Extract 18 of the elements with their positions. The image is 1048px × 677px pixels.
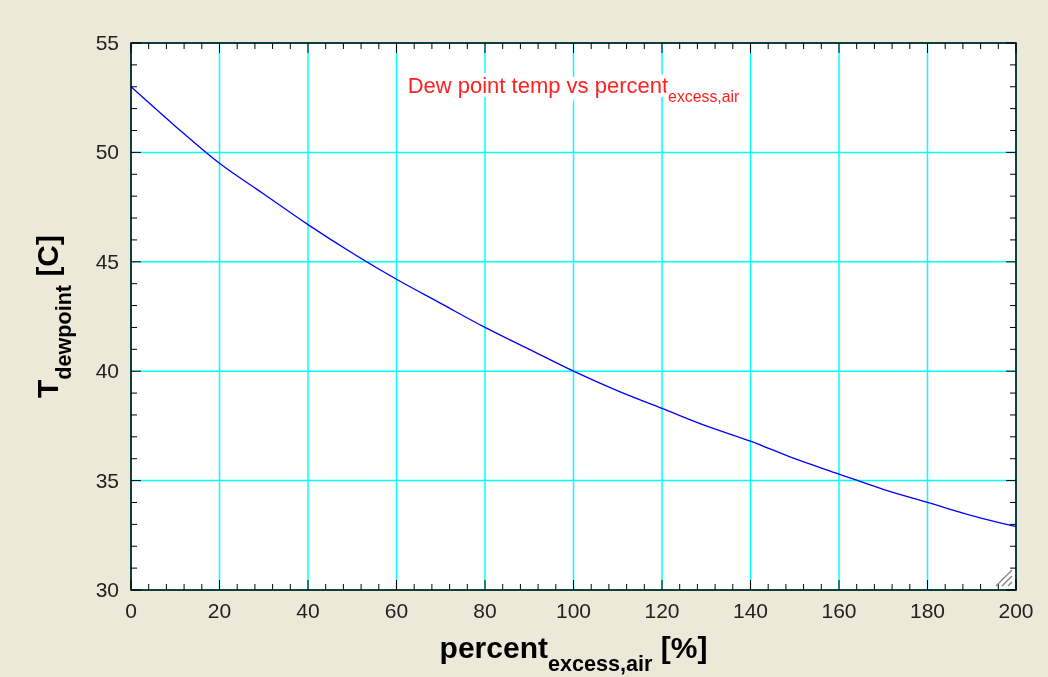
x-tick-label: 100 — [555, 599, 592, 622]
x-tick-label: 60 — [384, 599, 409, 622]
x-tick-label: 180 — [909, 599, 946, 622]
x-tick-label: 40 — [296, 599, 320, 622]
x-tick-label: 140 — [732, 599, 769, 622]
x-axis-title: percent$_{excess,air}$ [%] — [439, 631, 708, 676]
y-tick-label: 50 — [95, 140, 119, 164]
y-tick-label: 40 — [95, 359, 119, 383]
x-tick-label: 160 — [821, 599, 857, 622]
y-tick-label: 45 — [95, 249, 119, 273]
y-tick-label: 55 — [95, 31, 119, 54]
x-tick-label: 200 — [998, 599, 1034, 622]
y-tick-label: 35 — [95, 468, 119, 492]
x-tick-label: 20 — [207, 599, 232, 622]
x-tick-label: 80 — [473, 599, 497, 622]
x-tick-label: 120 — [644, 599, 680, 622]
y-tick-label: 30 — [95, 578, 119, 601]
x-tick-label: 0 — [125, 599, 137, 622]
